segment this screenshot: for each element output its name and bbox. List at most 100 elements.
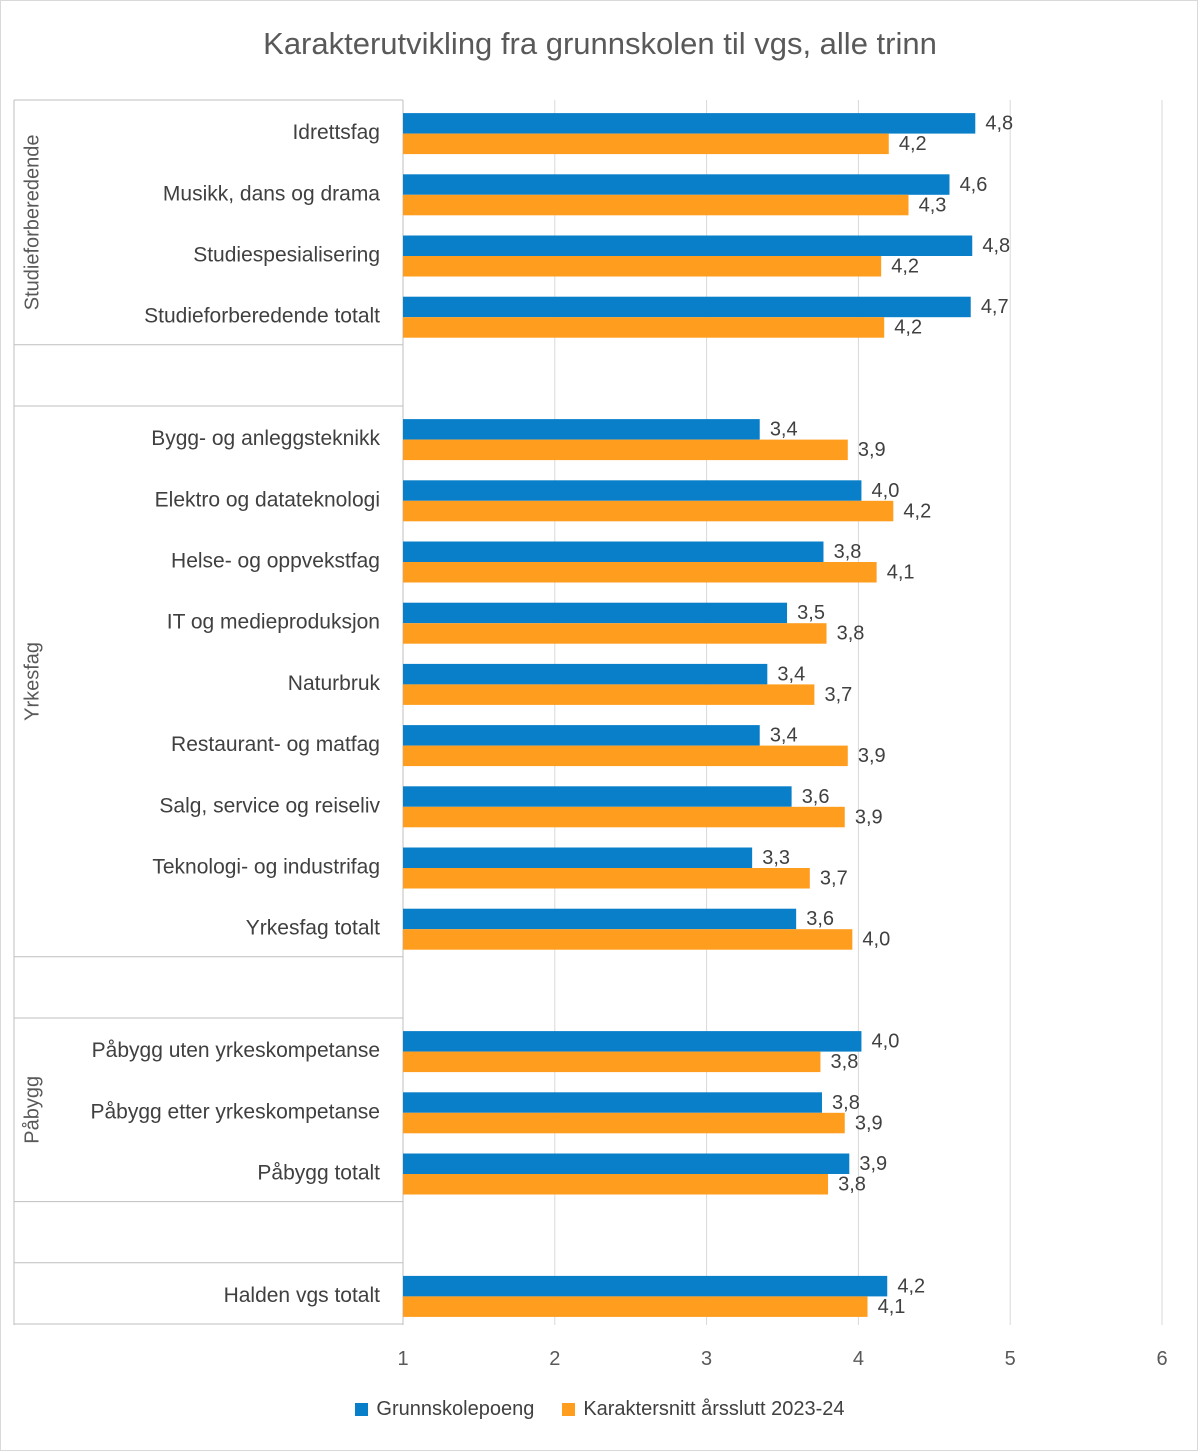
- data-label: 4,2: [894, 317, 922, 339]
- bar-grunnskolepoeng: [403, 1031, 862, 1052]
- bar-karaktersnitt: [403, 256, 882, 277]
- bar-grunnskolepoeng: [403, 296, 971, 318]
- data-label: 4,0: [872, 480, 900, 502]
- bar-grunnskolepoeng: [403, 725, 760, 746]
- bar-grunnskolepoeng: [403, 847, 753, 868]
- category-label: Restaurant- og matfag: [171, 733, 380, 756]
- data-label: 4,1: [878, 1296, 906, 1318]
- category-label: Studieforberedende totalt: [144, 305, 380, 328]
- bar-karaktersnitt: [403, 1051, 821, 1073]
- category-label: Teknologi- og industrifag: [152, 856, 380, 879]
- data-label: 4,8: [985, 113, 1013, 135]
- data-label: 3,9: [858, 439, 886, 461]
- bar-karaktersnitt: [403, 1112, 845, 1134]
- bar-karaktersnitt: [403, 562, 877, 583]
- bar-grunnskolepoeng: [403, 113, 976, 134]
- legend-label: Karaktersnitt årsslutt 2023-24: [583, 1398, 845, 1420]
- data-label: 4,0: [872, 1031, 900, 1053]
- legend-swatch-grunnskolepoeng: [355, 1403, 369, 1416]
- category-label: Bygg- og anleggsteknikk: [151, 427, 380, 450]
- category-label: Idrettsfag: [292, 121, 380, 144]
- data-label: 3,8: [831, 1051, 859, 1073]
- category-label: Salg, service og reiseliv: [159, 794, 380, 817]
- data-label: 3,8: [832, 1092, 860, 1114]
- bar-grunnskolepoeng: [403, 1092, 822, 1113]
- bar-karaktersnitt: [403, 929, 853, 950]
- bar-karaktersnitt: [403, 745, 848, 767]
- data-label: 3,4: [770, 419, 798, 441]
- data-label: 3,9: [859, 1153, 887, 1175]
- bar-karaktersnitt: [403, 317, 885, 338]
- bar-karaktersnitt: [403, 806, 845, 828]
- data-label: 4,1: [887, 562, 915, 584]
- category-label: Studiespesialisering: [193, 244, 380, 267]
- bar-karaktersnitt: [403, 684, 815, 705]
- bar-karaktersnitt: [403, 500, 894, 522]
- legend-swatch-karaktersnitt: [562, 1403, 576, 1416]
- group-label: Påbygg: [21, 1076, 43, 1144]
- category-label: Helse- og oppvekstfag: [171, 550, 380, 573]
- data-label: 4,2: [899, 133, 927, 155]
- data-label: 4,7: [981, 296, 1009, 318]
- bar-grunnskolepoeng: [403, 419, 760, 440]
- group-label: Studieforberedende: [21, 135, 43, 311]
- bar-karaktersnitt: [403, 439, 848, 461]
- data-label: 4,2: [903, 500, 931, 522]
- bar-karaktersnitt: [403, 194, 909, 216]
- data-label: 4,8: [982, 235, 1010, 257]
- bar-grunnskolepoeng: [403, 541, 824, 562]
- data-label: 4,6: [960, 174, 988, 196]
- bar-grunnskolepoeng: [403, 235, 973, 256]
- bar-grunnskolepoeng: [403, 1153, 850, 1174]
- bar-grunnskolepoeng: [403, 174, 950, 195]
- legend-item-karaktersnitt: Karaktersnitt årsslutt 2023-24: [562, 1398, 845, 1421]
- category-label: Elektro og datateknologi: [155, 488, 380, 511]
- bar-grunnskolepoeng: [403, 663, 768, 685]
- data-label: 3,9: [855, 806, 883, 828]
- data-label: 3,6: [802, 786, 830, 808]
- category-label: Yrkesfag totalt: [246, 917, 380, 940]
- legend-label: Grunnskolepoeng: [376, 1398, 535, 1420]
- bar-karaktersnitt: [403, 133, 889, 155]
- bar-karaktersnitt: [403, 623, 827, 644]
- x-tick-label: 3: [701, 1348, 712, 1370]
- legend: Grunnskolepoeng Karaktersnitt årsslutt 2…: [0, 1398, 1200, 1421]
- data-label: 3,9: [855, 1112, 883, 1134]
- data-label: 3,9: [858, 745, 886, 767]
- data-label: 3,8: [837, 623, 865, 645]
- category-label: Naturbruk: [288, 672, 381, 695]
- bar-karaktersnitt: [403, 1296, 868, 1317]
- bar-grunnskolepoeng: [403, 786, 792, 807]
- chart-title: Karakterutvikling fra grunnskolen til vg…: [263, 26, 937, 61]
- bar-karaktersnitt: [403, 1174, 829, 1195]
- x-tick-label: 6: [1156, 1348, 1167, 1370]
- group-label: Yrkesfag: [21, 642, 43, 721]
- x-tick-label: 4: [853, 1348, 864, 1370]
- data-label: 3,4: [777, 663, 805, 685]
- legend-item-grunnskolepoeng: Grunnskolepoeng: [355, 1398, 534, 1421]
- category-label: IT og medieproduksjon: [167, 611, 380, 634]
- data-label: 3,6: [806, 908, 834, 930]
- x-tick-label: 2: [549, 1348, 560, 1370]
- category-label: Påbygg uten yrkeskompetanse: [92, 1039, 380, 1062]
- data-label: 4,3: [919, 194, 947, 216]
- x-tick-label: 5: [1005, 1348, 1016, 1370]
- data-label: 4,2: [891, 256, 919, 278]
- bar-grunnskolepoeng: [403, 908, 797, 930]
- category-label: Påbygg totalt: [257, 1162, 380, 1185]
- data-label: 4,2: [897, 1275, 925, 1297]
- data-label: 4,0: [862, 929, 890, 951]
- category-label: Musikk, dans og drama: [163, 182, 380, 205]
- category-label: Påbygg etter yrkeskompetanse: [91, 1100, 381, 1123]
- data-label: 3,4: [770, 725, 798, 747]
- bar-grunnskolepoeng: [403, 480, 862, 501]
- bar-grunnskolepoeng: [403, 1275, 888, 1297]
- category-label: Halden vgs totalt: [224, 1284, 381, 1307]
- data-label: 3,5: [797, 602, 825, 624]
- bar-karaktersnitt: [403, 868, 810, 889]
- data-label: 3,7: [824, 684, 852, 706]
- data-label: 3,3: [762, 847, 790, 869]
- x-tick-label: 1: [397, 1348, 408, 1370]
- data-label: 3,8: [834, 541, 862, 563]
